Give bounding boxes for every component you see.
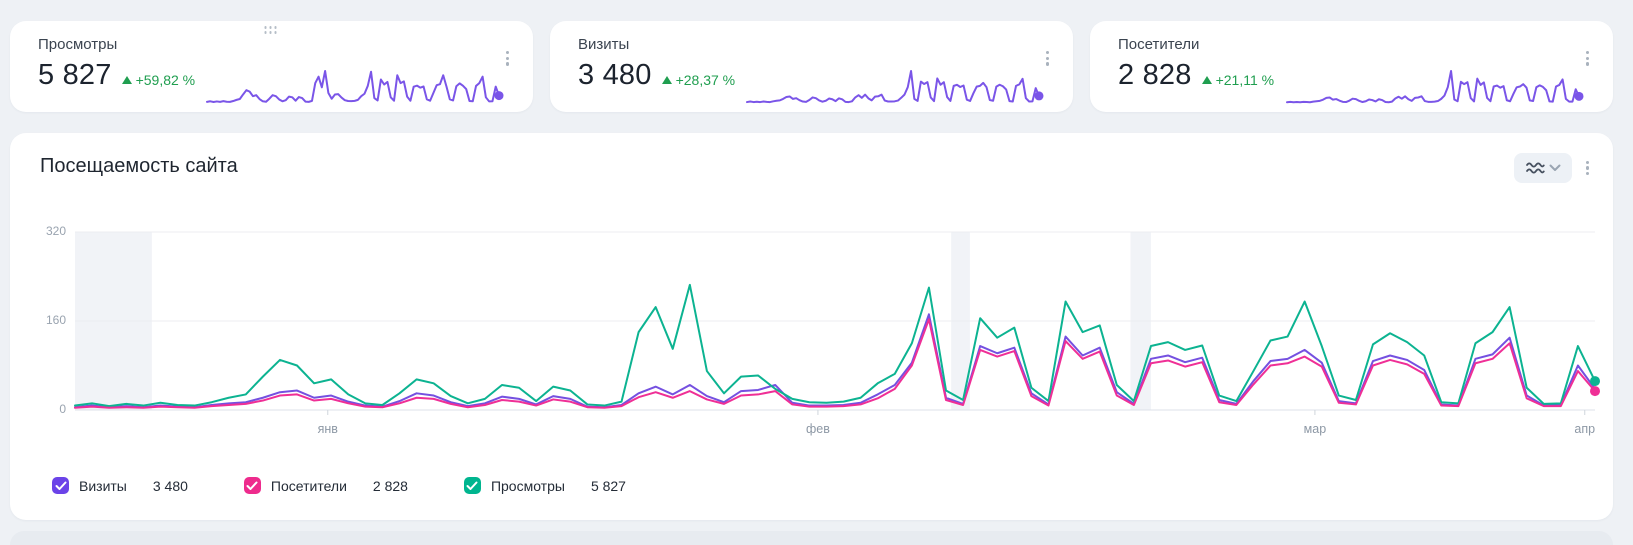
legend-item-visits[interactable]: Визиты 3 480: [52, 477, 188, 494]
kpi-card-views: Просмотры 5 827 +59,82 %: [10, 21, 533, 112]
delta-up-icon: [661, 76, 672, 84]
chevron-down-icon: [1549, 164, 1561, 171]
sparkline-views: [206, 70, 504, 104]
kpi-title: Просмотры: [38, 36, 118, 53]
y-axis-label: 0: [59, 402, 66, 416]
kpi-delta-text: +28,37 %: [675, 72, 736, 88]
drag-handle-icon[interactable]: [264, 26, 279, 36]
sparkline-path: [746, 70, 1040, 104]
traffic-card: Посещаемость сайта 0 160 320 янв фев мар апр …: [10, 133, 1613, 520]
line-chart-type-icon: [1526, 162, 1546, 174]
series-line-Просмотры: [74, 283, 1596, 408]
sparkline-end-dot: [494, 91, 504, 101]
checkbox-views[interactable]: [463, 477, 481, 494]
legend-label: Визиты: [79, 477, 127, 494]
legend-label: Просмотры: [490, 477, 565, 494]
sparkline-end-dot: [1034, 91, 1044, 101]
kpi-delta-text: +59,82 %: [135, 72, 196, 88]
kpi-card-visits: Визиты 3 480 +28,37 %: [550, 21, 1073, 112]
legend-item-visitors[interactable]: Посетители 2 828: [243, 477, 408, 494]
x-axis-label: янв: [317, 422, 338, 436]
kebab-menu-icon[interactable]: [504, 49, 511, 68]
kebab-menu-icon[interactable]: [1044, 49, 1051, 68]
legend-value: 5 827: [590, 477, 626, 494]
series-end-dot: [1590, 386, 1600, 397]
sparkline-visitors: [1286, 70, 1584, 104]
legend-label: Посетители: [270, 477, 347, 494]
chart-type-button[interactable]: [1513, 153, 1572, 183]
check-icon: [55, 481, 66, 490]
kpi-value: 5 827: [38, 59, 112, 91]
kebab-menu-icon[interactable]: [1584, 49, 1591, 68]
kpi-title: Посетители: [1118, 36, 1200, 53]
sparkline-path: [1286, 70, 1580, 104]
x-axis-label: апр: [1574, 422, 1596, 436]
kpi-card-visitors: Посетители 2 828 +21,11 %: [1090, 21, 1613, 112]
y-axis-label: 320: [45, 224, 66, 238]
series-end-dot: [1590, 376, 1600, 387]
x-axis-label: мар: [1303, 422, 1327, 436]
chart-title: Посещаемость сайта: [40, 155, 238, 177]
sparkline-end-dot: [1574, 91, 1584, 101]
check-icon: [246, 481, 258, 490]
y-axis-label: 160: [45, 313, 66, 327]
legend-item-views[interactable]: Просмотры 5 827: [463, 477, 626, 494]
sparkline-path: [206, 70, 500, 104]
legend-value: 3 480: [152, 477, 188, 494]
kpi-delta-text: +21,11 %: [1215, 72, 1275, 88]
chart-legend: Визиты 3 480 Посетители 2 828 Просмотры …: [52, 477, 626, 494]
delta-up-icon: [121, 76, 132, 84]
kpi-delta: +59,82 %: [121, 72, 196, 88]
delta-up-icon: [1201, 76, 1212, 84]
next-widget-row-edge: [10, 531, 1613, 545]
checkbox-visitors[interactable]: [243, 477, 261, 494]
check-icon: [466, 481, 478, 490]
kpi-value: 2 828: [1118, 59, 1192, 91]
sparkline-visits: [746, 70, 1044, 104]
traffic-chart-plot[interactable]: янв фев мар апр: [74, 231, 1600, 442]
kpi-value: 3 480: [578, 59, 652, 91]
kebab-menu-icon[interactable]: [1584, 159, 1591, 178]
kpi-delta: +21,11 %: [1201, 72, 1275, 88]
kpi-title: Визиты: [578, 36, 630, 53]
series-line-Визиты: [74, 313, 1596, 409]
kpi-delta: +28,37 %: [661, 72, 736, 88]
checkbox-visits[interactable]: [52, 477, 69, 494]
x-axis-label: фев: [805, 422, 830, 436]
legend-value: 2 828: [372, 477, 408, 494]
series-line-Посетители: [74, 318, 1596, 409]
